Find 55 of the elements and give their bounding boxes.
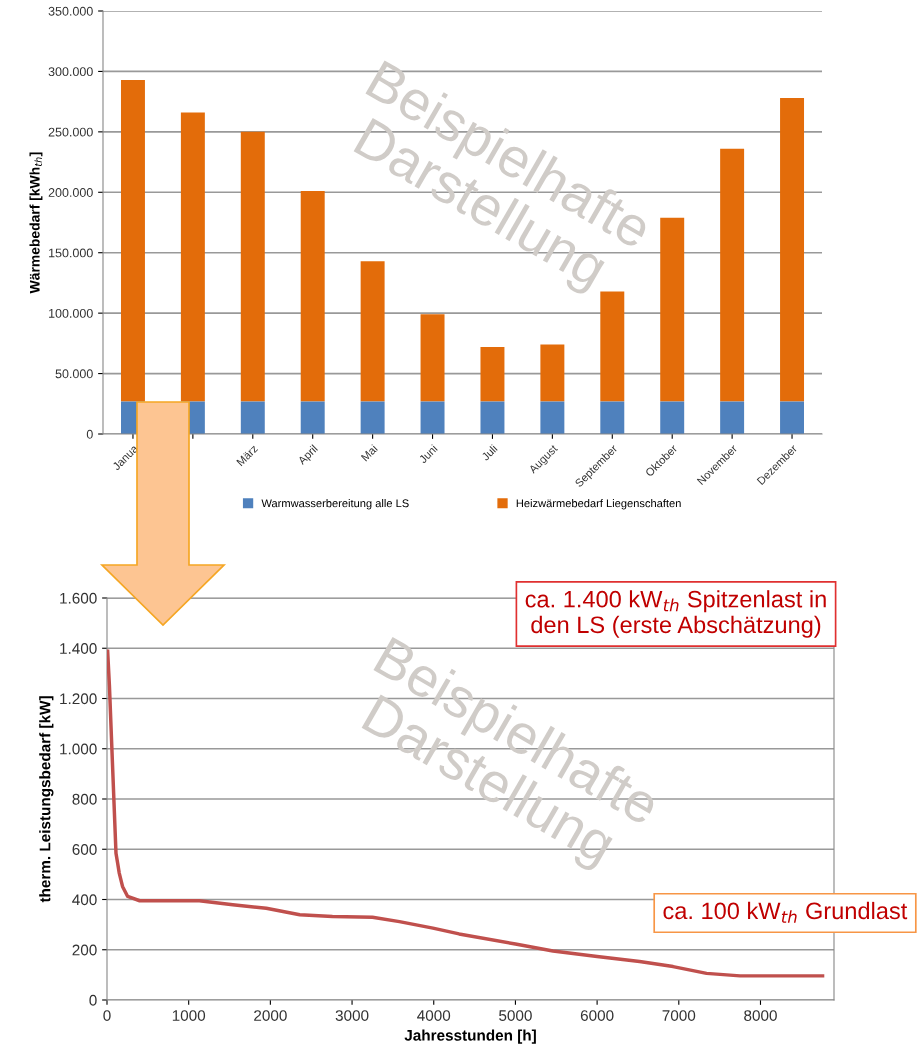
y-tick-label: 400 xyxy=(72,894,97,906)
bar xyxy=(540,401,565,434)
bar xyxy=(420,314,445,402)
y-axis-title: therm. Leistungsbedarf [kW] xyxy=(39,696,54,903)
x-axis-title: Jahresstunden [h] xyxy=(404,1029,536,1044)
x-tick-label: 4000 xyxy=(417,1010,451,1021)
x-tick-label: 0 xyxy=(103,1010,111,1021)
x-tick-label: 3000 xyxy=(335,1010,369,1021)
y-tick-label: 1.000 xyxy=(60,743,97,755)
x-tick-label: 1000 xyxy=(172,1010,206,1021)
x-tick-label: 8000 xyxy=(744,1010,777,1021)
y-axis-title: Wärmebedarf [kWh$_{th}$] xyxy=(29,152,43,294)
bar xyxy=(780,98,805,402)
x-tick-label: Juli xyxy=(480,444,498,462)
bar xyxy=(120,79,145,402)
annotation: ca. 1.400 kW$_{th}$ Spitzenlast in den LS (erste Abschätzung) xyxy=(525,590,826,638)
y-tick-label: 600 xyxy=(72,844,97,855)
x-tick-label: 5000 xyxy=(499,1010,532,1021)
y-tick-label: 0 xyxy=(89,994,97,1006)
bar xyxy=(360,401,385,434)
y-tick-label: 200 xyxy=(72,944,97,956)
y-tick-label: 350.000 xyxy=(48,6,93,16)
y-tick-label: 800 xyxy=(72,793,97,805)
x-tick-label: Mai xyxy=(360,444,378,462)
legend-label: Warmwasserbereitung alle LS xyxy=(261,499,409,510)
legend-label: Heizwärmebedarf Liegenschaften xyxy=(516,499,681,510)
y-tick-label: 0 xyxy=(86,429,93,439)
bar xyxy=(480,346,505,402)
bar xyxy=(480,401,505,434)
x-tick-label: 7000 xyxy=(662,1010,696,1021)
y-tick-label: 300.000 xyxy=(48,67,93,77)
x-tick-label: 2000 xyxy=(254,1010,287,1021)
y-tick-label: 1.400 xyxy=(60,643,97,654)
bar xyxy=(300,401,325,434)
bar xyxy=(300,191,325,402)
bar xyxy=(240,401,265,434)
bar xyxy=(180,112,205,402)
y-tick-label: 200.000 xyxy=(48,188,93,197)
y-tick-label: 1.600 xyxy=(60,592,97,604)
x-tick-label: 6000 xyxy=(580,1010,614,1021)
bar xyxy=(660,217,685,402)
annotation: ca. 100 kW$_{th}$ Grundlast xyxy=(663,901,908,923)
y-tick-label: 100.000 xyxy=(49,308,93,318)
y-tick-label: 50.000 xyxy=(55,369,93,379)
bar xyxy=(240,131,265,402)
bar xyxy=(720,401,745,434)
bar xyxy=(540,344,565,402)
y-tick-label: 1.200 xyxy=(60,693,97,705)
bar xyxy=(720,148,745,402)
bar xyxy=(660,401,685,434)
y-tick-label: 250.000 xyxy=(48,127,93,137)
bar xyxy=(780,401,805,434)
y-tick-label: 150.000 xyxy=(49,248,93,258)
bar xyxy=(420,401,445,434)
bar xyxy=(600,401,625,434)
